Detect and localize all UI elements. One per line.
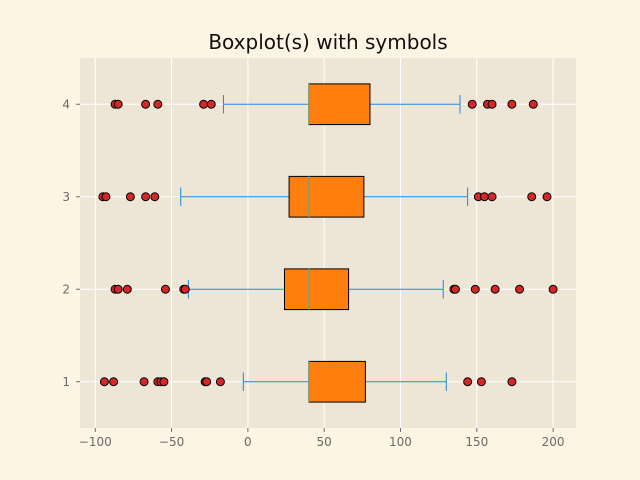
x-tick-label: −50 bbox=[159, 435, 184, 449]
box-body bbox=[285, 269, 349, 310]
flier-point bbox=[477, 378, 485, 386]
box-body bbox=[309, 361, 365, 402]
y-tick-label: 1 bbox=[62, 375, 70, 389]
flier-point bbox=[100, 378, 108, 386]
flier-point bbox=[181, 285, 189, 293]
x-tick-label: 0 bbox=[244, 435, 252, 449]
flier-point bbox=[508, 378, 516, 386]
flier-point bbox=[161, 285, 169, 293]
flier-point bbox=[102, 193, 110, 201]
flier-point bbox=[114, 100, 122, 108]
flier-point bbox=[480, 193, 488, 201]
flier-point bbox=[203, 378, 211, 386]
flier-point bbox=[488, 193, 496, 201]
flier-point bbox=[160, 378, 168, 386]
y-tick-label: 3 bbox=[62, 190, 70, 204]
flier-point bbox=[200, 100, 208, 108]
flier-point bbox=[516, 285, 524, 293]
flier-point bbox=[123, 285, 131, 293]
flier-point bbox=[140, 378, 148, 386]
flier-point bbox=[464, 378, 472, 386]
flier-point bbox=[151, 193, 159, 201]
flier-point bbox=[451, 285, 459, 293]
flier-point bbox=[471, 285, 479, 293]
chart-title: Boxplot(s) with symbols bbox=[208, 30, 447, 54]
x-tick-label: 100 bbox=[389, 435, 412, 449]
flier-point bbox=[529, 100, 537, 108]
y-tick-label: 2 bbox=[62, 282, 70, 296]
box-body bbox=[289, 176, 364, 217]
flier-point bbox=[110, 378, 118, 386]
x-tick-label: 200 bbox=[542, 435, 565, 449]
box-body bbox=[309, 84, 370, 125]
flier-point bbox=[142, 100, 150, 108]
x-tick-label: 150 bbox=[465, 435, 488, 449]
y-tick-label: 4 bbox=[62, 97, 70, 111]
flier-point bbox=[508, 100, 516, 108]
flier-point bbox=[114, 285, 122, 293]
flier-point bbox=[154, 100, 162, 108]
flier-point bbox=[468, 100, 476, 108]
flier-point bbox=[528, 193, 536, 201]
flier-point bbox=[126, 193, 134, 201]
flier-point bbox=[216, 378, 224, 386]
flier-point bbox=[142, 193, 150, 201]
flier-point bbox=[543, 193, 551, 201]
flier-point bbox=[207, 100, 215, 108]
x-tick-label: 50 bbox=[317, 435, 332, 449]
x-tick-label: −100 bbox=[79, 435, 112, 449]
flier-point bbox=[491, 285, 499, 293]
flier-point bbox=[549, 285, 557, 293]
flier-point bbox=[488, 100, 496, 108]
